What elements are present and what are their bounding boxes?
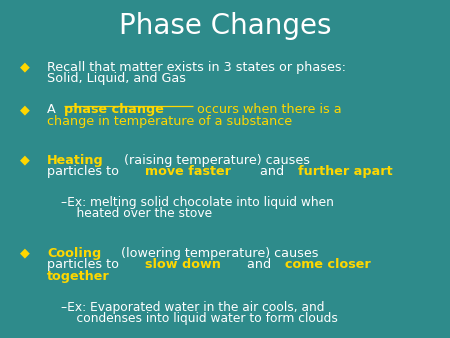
Text: and: and — [256, 165, 288, 178]
Text: A: A — [47, 103, 60, 116]
Text: ◆: ◆ — [20, 61, 30, 74]
Text: particles to: particles to — [47, 165, 123, 178]
Text: Phase Changes: Phase Changes — [119, 12, 331, 40]
Text: Cooling: Cooling — [47, 247, 102, 260]
Text: further apart: further apart — [298, 165, 392, 178]
Text: –Ex: melting solid chocolate into liquid when: –Ex: melting solid chocolate into liquid… — [61, 196, 333, 209]
Text: Recall that matter exists in 3 states or phases:: Recall that matter exists in 3 states or… — [47, 61, 350, 74]
Text: particles to: particles to — [47, 258, 123, 271]
Text: and: and — [243, 258, 275, 271]
Text: (lowering temperature) causes: (lowering temperature) causes — [117, 247, 319, 260]
Text: Solid, Liquid, and Gas: Solid, Liquid, and Gas — [47, 72, 186, 85]
Text: (raising temperature) causes: (raising temperature) causes — [121, 154, 310, 167]
Text: together: together — [47, 270, 110, 283]
Text: condenses into liquid water to form clouds: condenses into liquid water to form clou… — [61, 312, 338, 325]
Text: ◆: ◆ — [20, 103, 30, 116]
Text: ◆: ◆ — [20, 247, 30, 260]
Text: change in temperature of a substance: change in temperature of a substance — [47, 115, 292, 127]
Text: occurs when there is a: occurs when there is a — [193, 103, 341, 116]
Text: –Ex: Evaporated water in the air cools, and: –Ex: Evaporated water in the air cools, … — [61, 301, 324, 314]
Text: heated over the stove: heated over the stove — [61, 207, 212, 220]
Text: phase change: phase change — [64, 103, 164, 116]
Text: slow down: slow down — [145, 258, 221, 271]
Text: ◆: ◆ — [20, 154, 30, 167]
Text: Heating: Heating — [47, 154, 104, 167]
Text: move faster: move faster — [145, 165, 231, 178]
Text: come closer: come closer — [285, 258, 370, 271]
